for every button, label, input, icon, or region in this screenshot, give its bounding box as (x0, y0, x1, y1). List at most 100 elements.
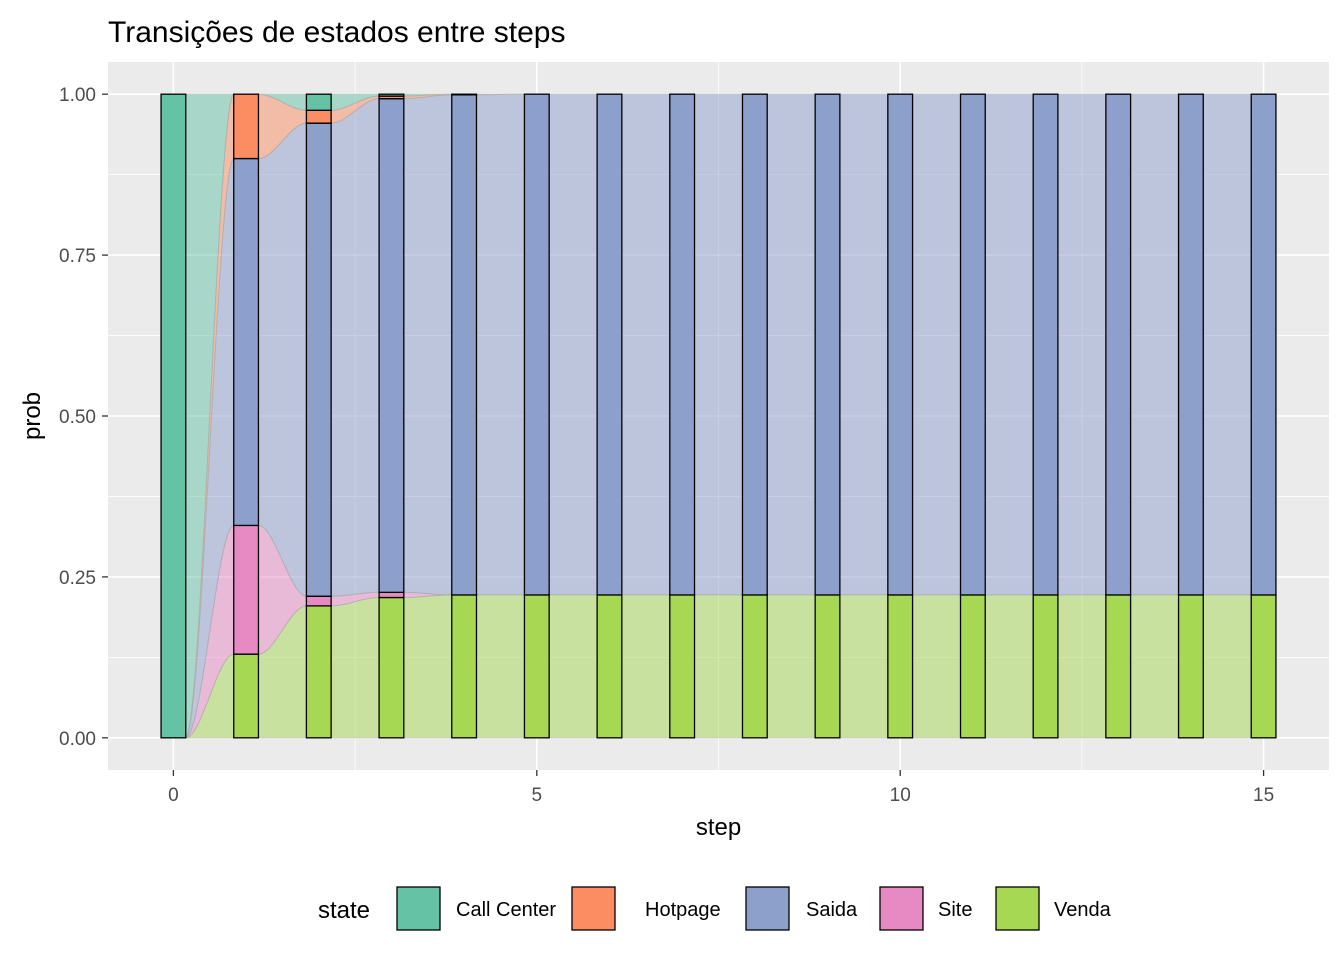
bar-segment (378, 596, 405, 739)
bar-segment (1250, 594, 1277, 739)
flow-ribbon (1202, 93, 1252, 596)
bar-segment (305, 605, 332, 739)
flow-ribbon (694, 93, 743, 596)
x-tick-label: 15 (1253, 785, 1274, 806)
flow-ribbon (185, 93, 235, 740)
bar-segment (451, 94, 478, 596)
bar-segment (1032, 93, 1059, 596)
bars (160, 93, 1277, 739)
legend-item-call-center: Call Center (396, 886, 556, 931)
legend-key (879, 886, 924, 931)
flow-group-call-center (185, 93, 452, 740)
bar-segment (1177, 594, 1204, 739)
bar-segment (814, 93, 841, 596)
bar-segment (523, 594, 550, 739)
legend-key (571, 886, 616, 931)
flow-ribbon (403, 594, 453, 739)
y-tick-label: 0.00 (59, 729, 96, 750)
flow-ribbon (694, 594, 743, 739)
flow-ribbon (403, 93, 452, 97)
y-tick-label: 1.00 (59, 85, 96, 106)
y-tick-label: 0.25 (59, 568, 96, 589)
flows (185, 92, 1252, 740)
legend-title: state (318, 897, 370, 924)
bar-segment (1250, 93, 1277, 596)
bar-segment (669, 93, 696, 596)
legend-key (396, 886, 441, 931)
x-axis-title: step (696, 814, 741, 841)
bar-segment (1105, 93, 1132, 596)
bar-segment (596, 93, 623, 596)
bar-segment (305, 595, 332, 607)
flow-ribbon (766, 594, 816, 739)
bar-segment (160, 93, 187, 739)
flow-ribbon (621, 594, 671, 739)
flow-ribbon (330, 98, 380, 597)
flow-ribbon (1057, 594, 1107, 739)
x-tick-label: 0 (168, 785, 179, 806)
flow-ribbon (839, 594, 889, 739)
flow-ribbon (475, 93, 525, 96)
bar-segment (233, 653, 260, 739)
flow-ribbon (1130, 594, 1180, 739)
flow-ribbon (403, 94, 453, 596)
bar-segment (887, 93, 914, 596)
flow-ribbon (984, 594, 1034, 739)
bar-segment (959, 93, 986, 596)
bar-segment (1105, 594, 1132, 739)
bar-segment (814, 594, 841, 739)
bar-segment (523, 93, 550, 596)
flow-ribbon (1057, 93, 1107, 596)
legend-item-saida: Saida (745, 886, 858, 931)
bar-segment (669, 594, 696, 739)
bar-segment (305, 93, 332, 111)
flow-ribbon (621, 93, 671, 596)
flow-ribbon (839, 93, 889, 596)
bar-segment (378, 98, 405, 594)
bar-segment (233, 524, 260, 655)
chart-title: Transições de estados entre steps (108, 16, 565, 49)
y-axis: 0.00 0.25 0.50 0.75 1.00 (59, 85, 108, 750)
bar-segment (741, 93, 768, 596)
bar-segment (596, 594, 623, 739)
flow-ribbon (1202, 594, 1252, 739)
flow-ribbon (1130, 93, 1180, 596)
bar-segment (887, 594, 914, 739)
bar-segment (451, 93, 478, 96)
bar-segment (1032, 594, 1059, 739)
x-axis: 0 5 10 15 (168, 770, 1274, 806)
bar-segment (233, 157, 260, 527)
flow-ribbon (912, 594, 962, 739)
y-axis-title: prob (19, 392, 46, 440)
y-tick-label: 0.75 (59, 246, 96, 267)
flow-group-venda (185, 594, 1252, 739)
legend-label: Venda (1054, 899, 1112, 921)
flow-ribbon (912, 93, 962, 596)
bar-segment (451, 594, 478, 739)
flow-ribbon (548, 93, 598, 596)
legend-key (745, 886, 790, 931)
flow-group-saida (185, 93, 1252, 739)
bar-segment (1177, 93, 1204, 596)
bar-segment (959, 594, 986, 739)
flow-ribbon (257, 122, 307, 597)
x-tick-label: 5 (532, 785, 543, 806)
flow-ribbon (548, 594, 598, 739)
flow-ribbon (475, 594, 525, 739)
legend-label: Hotpage (645, 899, 721, 921)
legend-label: Saida (806, 899, 858, 921)
y-tick-label: 0.50 (59, 407, 96, 428)
bar-segment (305, 122, 332, 597)
legend-key (995, 886, 1040, 931)
legend-label: Site (938, 899, 972, 921)
bar-segment (233, 93, 260, 160)
legend-item-site: Site (879, 886, 972, 931)
flow-ribbon (475, 93, 525, 596)
legend-item-venda: Venda (995, 886, 1112, 931)
legend-label: Call Center (456, 899, 556, 921)
bar-segment (378, 591, 405, 599)
flow-ribbon (766, 93, 816, 596)
flow-ribbon (984, 93, 1034, 596)
bar-segment (741, 594, 768, 739)
